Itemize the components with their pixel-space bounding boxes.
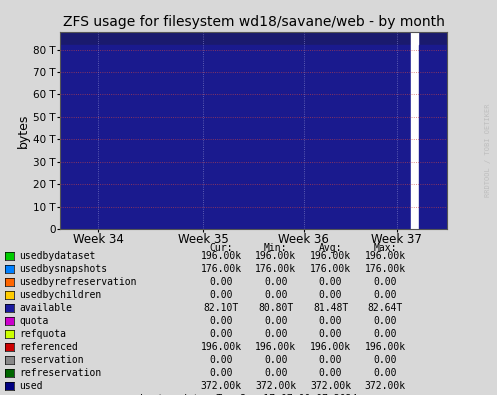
Text: 196.00k: 196.00k xyxy=(310,251,351,261)
Text: 0.00: 0.00 xyxy=(373,368,397,378)
Text: 196.00k: 196.00k xyxy=(201,342,242,352)
Text: Avg:: Avg: xyxy=(319,243,342,253)
Text: 196.00k: 196.00k xyxy=(365,342,406,352)
Text: 0.00: 0.00 xyxy=(209,368,233,378)
Text: 196.00k: 196.00k xyxy=(365,251,406,261)
Text: Min:: Min: xyxy=(264,243,288,253)
Text: 0.00: 0.00 xyxy=(373,355,397,365)
Text: 196.00k: 196.00k xyxy=(255,251,296,261)
Text: RRDTOOL / TOBI OETIKER: RRDTOOL / TOBI OETIKER xyxy=(485,103,491,197)
Text: 176.00k: 176.00k xyxy=(310,264,351,274)
Text: available: available xyxy=(19,303,72,313)
Text: 0.00: 0.00 xyxy=(209,355,233,365)
Text: 0.00: 0.00 xyxy=(209,316,233,326)
Text: 0.00: 0.00 xyxy=(319,277,342,287)
Text: usedbysnapshots: usedbysnapshots xyxy=(19,264,107,274)
Text: 0.00: 0.00 xyxy=(264,316,288,326)
Text: 0.00: 0.00 xyxy=(373,329,397,339)
Text: referenced: referenced xyxy=(19,342,78,352)
Text: 176.00k: 176.00k xyxy=(365,264,406,274)
Text: 0.00: 0.00 xyxy=(209,277,233,287)
Text: 0.00: 0.00 xyxy=(209,329,233,339)
Text: 372.00k: 372.00k xyxy=(255,381,296,391)
Text: quota: quota xyxy=(19,316,48,326)
Text: 0.00: 0.00 xyxy=(319,355,342,365)
Text: 196.00k: 196.00k xyxy=(201,251,242,261)
Text: reservation: reservation xyxy=(19,355,83,365)
Text: 372.00k: 372.00k xyxy=(201,381,242,391)
Text: 82.64T: 82.64T xyxy=(368,303,403,313)
Text: 0.00: 0.00 xyxy=(319,290,342,300)
Text: 372.00k: 372.00k xyxy=(310,381,351,391)
Text: usedbydataset: usedbydataset xyxy=(19,251,95,261)
Text: 176.00k: 176.00k xyxy=(255,264,296,274)
Text: 80.80T: 80.80T xyxy=(258,303,293,313)
Text: Last update: Tue Sep 17 07:00:07 2024: Last update: Tue Sep 17 07:00:07 2024 xyxy=(140,394,357,395)
Text: 0.00: 0.00 xyxy=(264,277,288,287)
Text: 0.00: 0.00 xyxy=(319,368,342,378)
Text: 81.48T: 81.48T xyxy=(313,303,348,313)
Text: refreservation: refreservation xyxy=(19,368,101,378)
Text: usedbychildren: usedbychildren xyxy=(19,290,101,300)
Text: 196.00k: 196.00k xyxy=(310,342,351,352)
Text: 0.00: 0.00 xyxy=(319,316,342,326)
Text: 0.00: 0.00 xyxy=(373,277,397,287)
Text: 0.00: 0.00 xyxy=(264,290,288,300)
Text: 0.00: 0.00 xyxy=(264,329,288,339)
Text: refquota: refquota xyxy=(19,329,66,339)
Text: 0.00: 0.00 xyxy=(319,329,342,339)
Text: 0.00: 0.00 xyxy=(373,316,397,326)
Text: usedbyrefreservation: usedbyrefreservation xyxy=(19,277,136,287)
Text: 0.00: 0.00 xyxy=(264,368,288,378)
Text: Max:: Max: xyxy=(373,243,397,253)
Title: ZFS usage for filesystem wd18/savane/web - by month: ZFS usage for filesystem wd18/savane/web… xyxy=(63,15,444,29)
Y-axis label: bytes: bytes xyxy=(17,113,30,148)
Text: 82.10T: 82.10T xyxy=(204,303,239,313)
Text: 0.00: 0.00 xyxy=(209,290,233,300)
Text: 196.00k: 196.00k xyxy=(255,342,296,352)
Text: Cur:: Cur: xyxy=(209,243,233,253)
Text: used: used xyxy=(19,381,42,391)
Text: 0.00: 0.00 xyxy=(264,355,288,365)
Text: 372.00k: 372.00k xyxy=(365,381,406,391)
Text: 0.00: 0.00 xyxy=(373,290,397,300)
Text: 176.00k: 176.00k xyxy=(201,264,242,274)
